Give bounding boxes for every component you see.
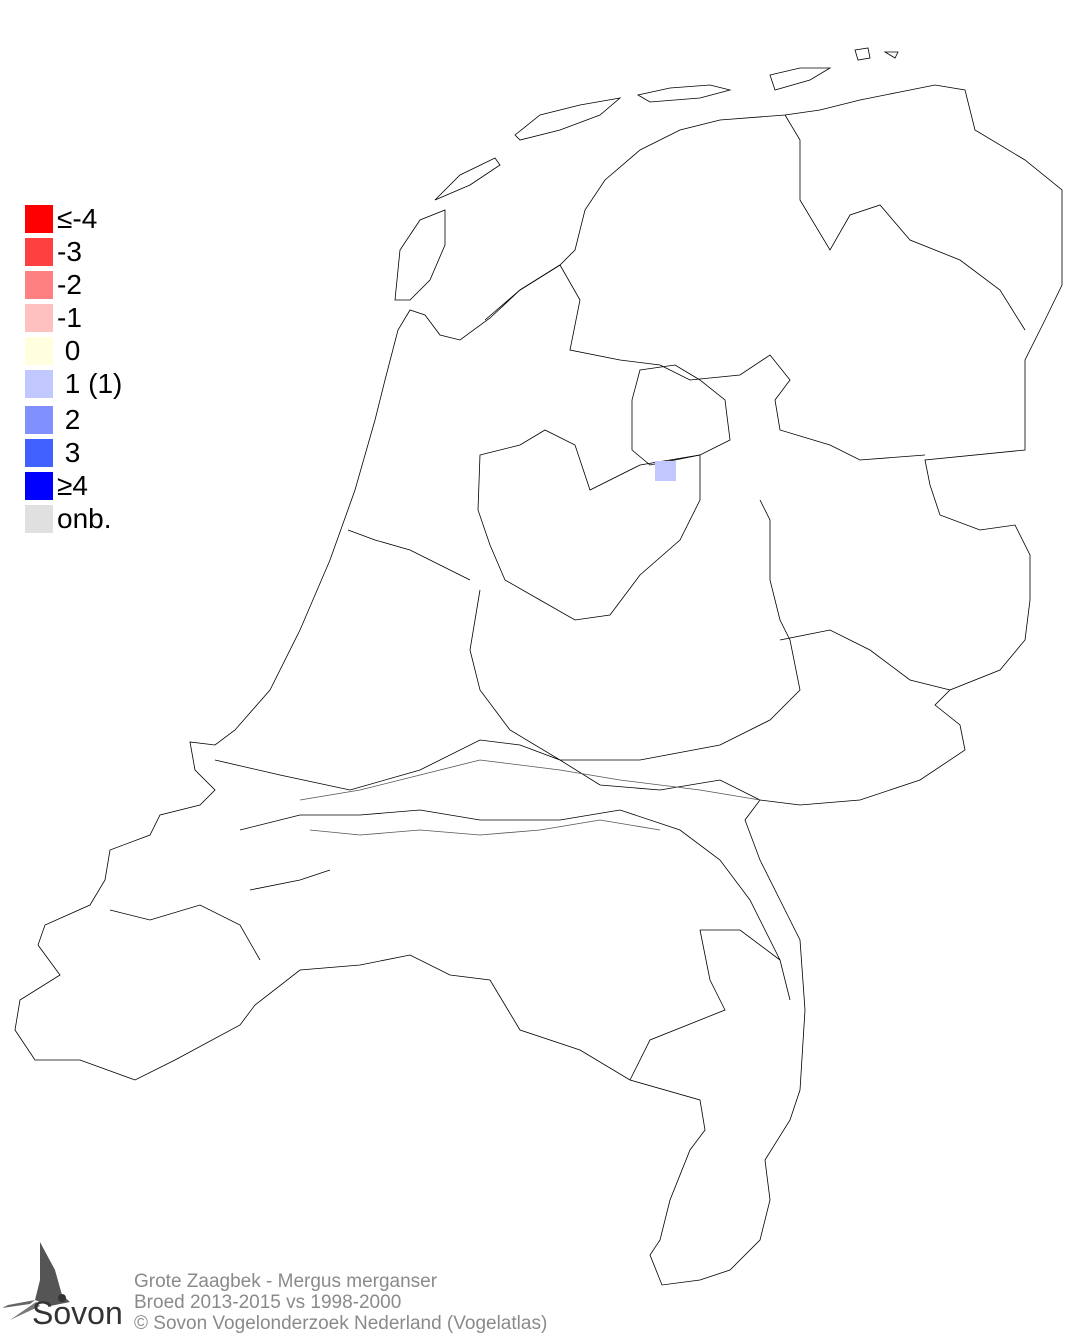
country-outline [14, 84, 1063, 1286]
island-texel [394, 209, 446, 301]
afsluitdijk [484, 264, 561, 321]
legend-swatch [25, 271, 53, 299]
period-subtitle: Broed 2013-2015 vs 1998-2000 [134, 1292, 402, 1313]
logo-text: Sovon [32, 1295, 123, 1331]
legend-label: 3 [57, 437, 81, 468]
legend-label: -2 [57, 269, 82, 300]
island-vlieland [434, 157, 501, 201]
legend-swatch [25, 337, 53, 365]
legend-item: -3 [25, 238, 82, 266]
legend-swatch [25, 472, 53, 500]
legend-item: ≥4 [25, 472, 88, 500]
flevoland [477, 429, 701, 621]
copyright: © Sovon Vogelonderzoek Nederland (Vogela… [134, 1313, 548, 1334]
legend-label: ≤-4 [57, 203, 98, 234]
grid-cell-change-1 [655, 461, 676, 481]
ijsselmeer-shore [559, 264, 926, 461]
species-title: Grote Zaagbek - Mergus merganser [134, 1271, 438, 1292]
legend-label: -3 [57, 236, 82, 267]
map-caption: Grote Zaagbek - Mergus merganser Broed 2… [134, 1271, 547, 1334]
province-borders [109, 114, 1026, 1081]
legend-item: -2 [25, 271, 82, 299]
legend-label: 2 [57, 404, 81, 435]
legend-swatch [25, 304, 53, 332]
legend-label: 0 [57, 335, 81, 366]
legend-swatch [25, 238, 53, 266]
legend-label: onb. [57, 503, 112, 534]
rivers [299, 759, 761, 836]
legend-item: 3 [25, 439, 80, 467]
legend-item: ≤-4 [25, 205, 97, 233]
sovon-logo-swallow-icon [2, 1242, 70, 1320]
noordoostpolder [631, 364, 731, 466]
legend-swatch [25, 205, 53, 233]
legend-label: 1 (1) [57, 368, 123, 399]
island-terschelling [514, 97, 622, 141]
legend-item: -1 [25, 304, 82, 332]
legend-swatch [25, 406, 53, 434]
legend-swatch [25, 439, 53, 467]
legend-label: -1 [57, 302, 82, 333]
legend-swatch [25, 370, 53, 398]
legend-swatch [25, 505, 53, 533]
legend-label: ≥4 [57, 470, 88, 501]
island-rottumeroog [854, 47, 899, 61]
legend-item: 0 [25, 337, 80, 365]
legend-item: 2 [25, 406, 80, 434]
legend-item: onb. [25, 505, 112, 533]
legend-item: 1 (1) [25, 370, 122, 398]
island-schiermonnikoog [769, 67, 832, 91]
island-ameland [636, 84, 732, 103]
